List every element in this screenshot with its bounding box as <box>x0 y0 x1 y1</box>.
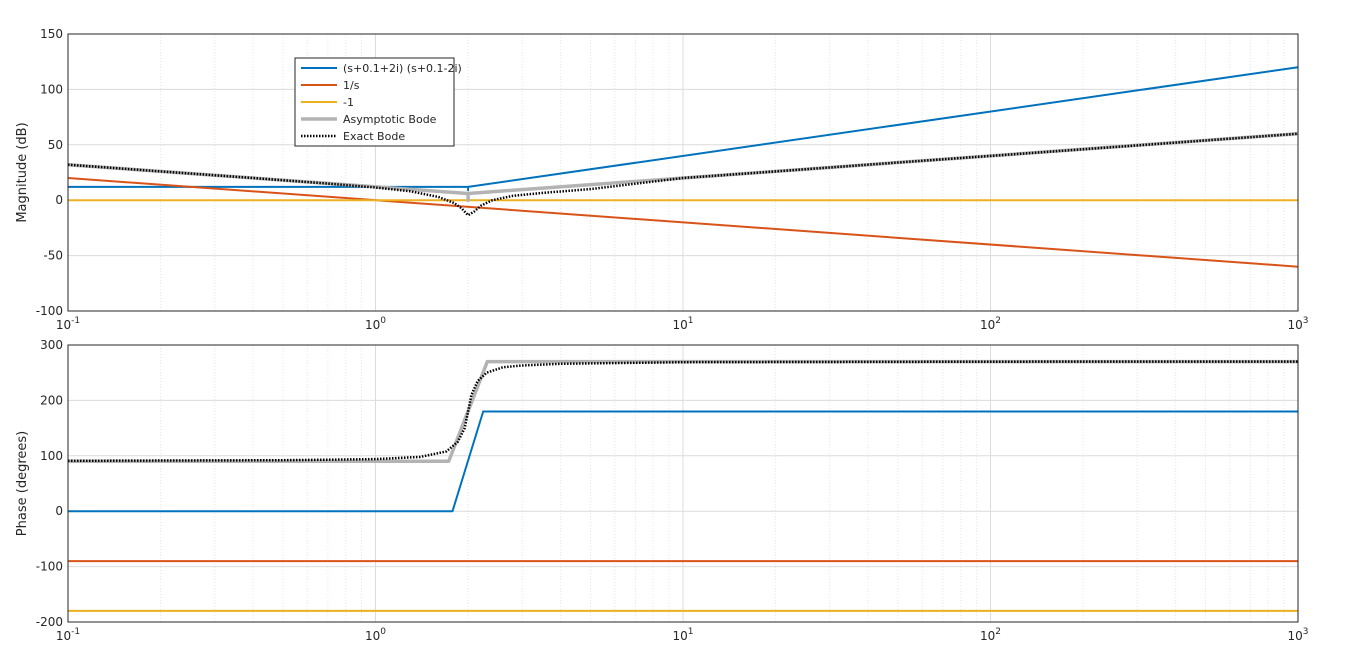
x-tick-label: 101 <box>672 627 693 643</box>
y-axis-label: Magnitude (dB) <box>15 122 30 222</box>
y-tick-label: 150 <box>40 27 63 41</box>
series-group <box>67 359 1299 612</box>
y-axis-label: Phase (degrees) <box>15 431 30 536</box>
y-tick-label: 50 <box>48 138 63 152</box>
x-tick-label: 102 <box>980 627 1001 643</box>
axes-frame <box>67 344 1299 623</box>
series-1-s <box>67 177 1299 268</box>
legend: (s+0.1+2i) (s+0.1-2i) 1/s -1 Asymptotic Bod… <box>294 57 462 147</box>
x-tick-label: 103 <box>1287 627 1308 643</box>
x-tick-label: 100 <box>365 316 386 332</box>
x-tick-label: 10-1 <box>56 627 80 643</box>
series-s-0-1-2i-s-0-1-2i <box>68 66 1299 192</box>
x-tick-label: 102 <box>980 316 1001 332</box>
y-tick-label: 300 <box>40 338 63 352</box>
legend-label-asymptotic-bode: Asymptotic Bode <box>343 113 437 126</box>
y-tick-label: 100 <box>40 449 63 463</box>
legend-label-exact-bode: Exact Bode <box>343 130 405 143</box>
legend-label-1: -1 <box>343 96 354 109</box>
y-tick-label: 0 <box>55 193 63 207</box>
series-group <box>67 66 1299 268</box>
y-tick-label: 0 <box>55 504 63 518</box>
y-tick-label: 100 <box>40 82 63 96</box>
y-tick-label: -50 <box>43 249 63 263</box>
series-s-0-1-2i-s-0-1-2i <box>68 410 1298 513</box>
series-exact-bode <box>67 360 1299 463</box>
axes-frame <box>67 33 1299 312</box>
x-tick-label: 10-1 <box>56 316 80 332</box>
y-tick-label: 200 <box>40 393 63 407</box>
y-tick-label: -100 <box>36 560 63 574</box>
y-tick-label: -200 <box>36 615 63 629</box>
x-tick-label: 100 <box>365 627 386 643</box>
x-tick-label: 101 <box>672 316 693 332</box>
legend-label-1-s: 1/s <box>343 79 360 92</box>
y-tick-label: -100 <box>36 304 63 318</box>
x-tick-label: 103 <box>1287 316 1308 332</box>
legend-label-s-0-1-2i-s-0-1-2i: (s+0.1+2i) (s+0.1-2i) <box>343 62 462 75</box>
